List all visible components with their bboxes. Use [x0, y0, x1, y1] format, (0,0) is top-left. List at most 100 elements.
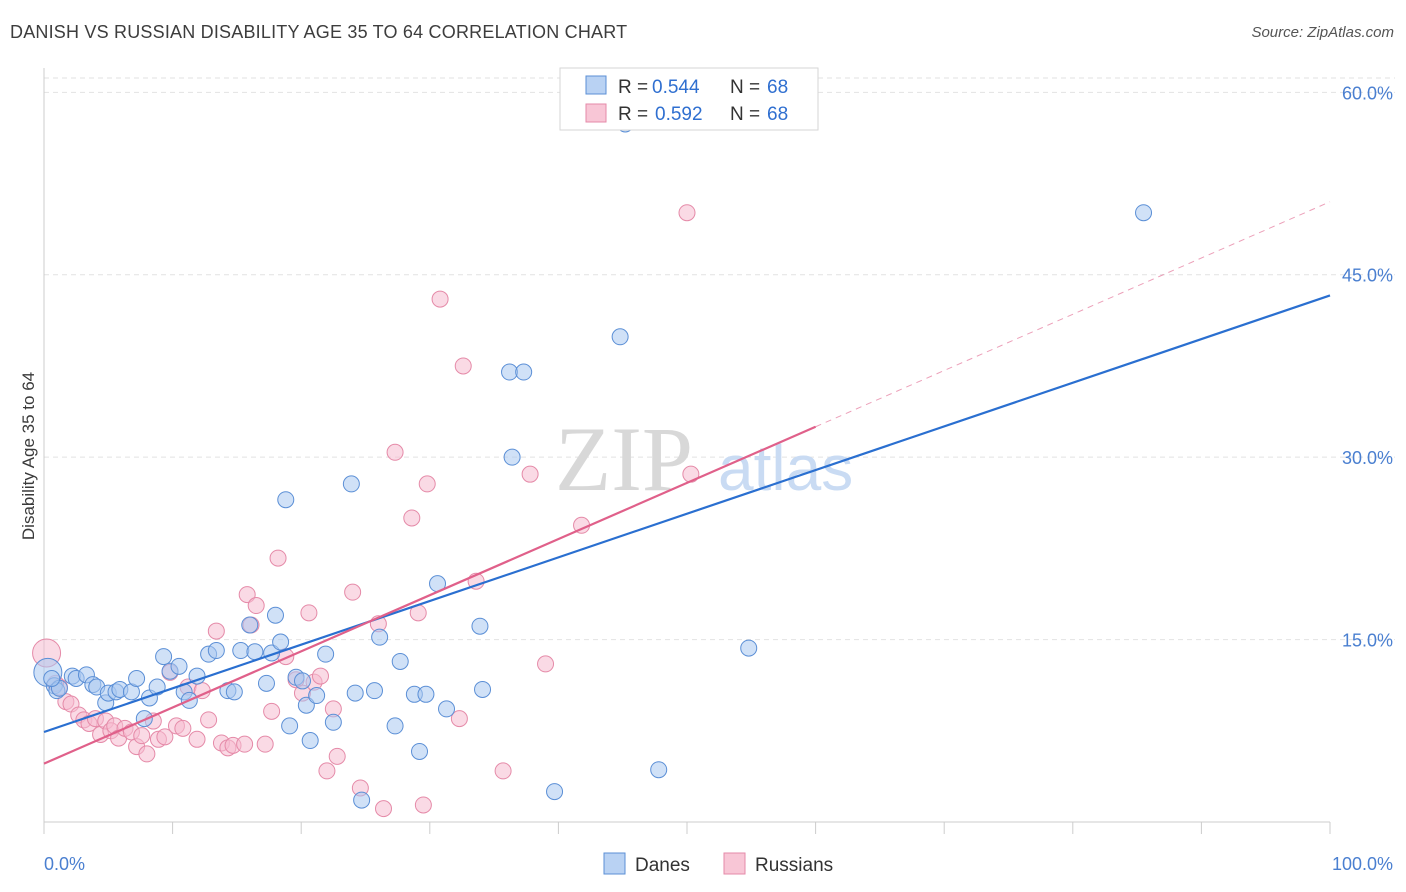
- russians-point: [375, 800, 393, 818]
- danes-point: [155, 648, 173, 666]
- x-tick-label: 100.0%: [1332, 854, 1393, 874]
- russians-point: [156, 728, 174, 746]
- legend-r-value-russians: 0.592: [655, 104, 703, 125]
- danes-point: [135, 710, 153, 728]
- legend-n-value-russians: 68: [767, 104, 788, 125]
- russians-point: [238, 586, 256, 604]
- danes-point: [232, 642, 250, 660]
- chart-title: DANISH VS RUSSIAN DISABILITY AGE 35 TO 6…: [10, 22, 628, 42]
- danes-point: [611, 328, 629, 346]
- russians-point: [269, 549, 287, 567]
- danes-point: [317, 645, 335, 663]
- y-tick-label: 30.0%: [1342, 448, 1393, 468]
- danes-point: [241, 616, 259, 634]
- russians-point: [188, 730, 206, 748]
- y-axis-label: Disability Age 35 to 64: [19, 372, 38, 540]
- danes-point: [297, 696, 315, 714]
- danes-point: [515, 363, 533, 381]
- russians-point: [450, 710, 468, 728]
- axes: [43, 68, 1330, 823]
- legend: R = 0.544 N = 68 R = 0.592 N = 68: [559, 67, 819, 131]
- russians-point: [311, 667, 329, 685]
- danes-point: [546, 783, 564, 801]
- legend-n-value-danes: 68: [767, 77, 788, 98]
- danes-point: [417, 685, 435, 703]
- danes-point: [503, 448, 521, 466]
- bottom-legend: Danes Russians: [603, 852, 833, 876]
- russians-point: [403, 509, 421, 527]
- trend-lines: [43, 201, 1331, 765]
- danes-point: [188, 667, 206, 685]
- danes-point: [474, 680, 492, 698]
- russians-point: [344, 583, 362, 601]
- danes-trend-line: [43, 294, 1331, 734]
- danes-point: [386, 717, 404, 735]
- danes-point: [650, 761, 668, 779]
- danes-point: [246, 643, 264, 661]
- bottom-legend-swatch-danes: [603, 852, 626, 875]
- russians-point: [418, 475, 436, 493]
- chart-source: Source: ZipAtlas.com: [1251, 24, 1394, 41]
- watermark: ZIP atlas: [555, 408, 853, 510]
- bottom-legend-label-danes: Danes: [635, 855, 690, 876]
- russians-point: [431, 290, 449, 308]
- danes-point: [501, 363, 519, 381]
- russians-point: [263, 702, 281, 720]
- russians-trend-line: [43, 425, 817, 765]
- russians-point: [256, 735, 274, 753]
- russians-point: [414, 796, 432, 814]
- watermark-atlas: atlas: [718, 432, 853, 504]
- legend-r-label-danes: R =: [618, 77, 648, 98]
- russians-point: [494, 762, 512, 780]
- danes-point: [308, 687, 326, 705]
- scatter-points: [32, 115, 1153, 818]
- danes-point: [207, 642, 225, 660]
- russians-point: [174, 719, 192, 737]
- russians-point: [207, 622, 225, 640]
- danes-point: [266, 606, 284, 624]
- danes-point: [301, 732, 319, 750]
- russians-point: [247, 597, 265, 615]
- danes-point: [391, 652, 409, 670]
- russians-point: [138, 745, 156, 763]
- bottom-legend-label-russians: Russians: [755, 855, 833, 876]
- russians-point: [386, 443, 404, 461]
- danes-point: [353, 791, 371, 809]
- danes-point: [272, 633, 290, 651]
- russians-point: [318, 762, 336, 780]
- russians-trend-extension: [815, 201, 1331, 428]
- russians-point: [133, 727, 151, 745]
- y-tick-label: 60.0%: [1342, 83, 1393, 103]
- danes-point: [371, 628, 389, 646]
- russians-point: [537, 655, 555, 673]
- tick-labels: 15.0% 30.0% 45.0% 60.0% 0.0% 100.0%: [44, 83, 1393, 874]
- danes-point: [438, 700, 456, 718]
- y-tick-label: 45.0%: [1342, 266, 1393, 286]
- x-tick-label: 0.0%: [44, 854, 85, 874]
- watermark-zip: ZIP: [555, 408, 693, 510]
- legend-swatch-danes: [585, 75, 607, 95]
- russians-point: [328, 747, 346, 765]
- bottom-legend-swatch-russians: [723, 852, 746, 875]
- danes-point: [128, 669, 146, 687]
- russians-point: [236, 735, 254, 753]
- danes-point: [471, 617, 489, 635]
- danes-point: [346, 684, 364, 702]
- danes-point: [43, 669, 61, 687]
- russians-point: [200, 711, 218, 729]
- legend-swatch-russians: [585, 103, 607, 123]
- legend-r-value-danes: 0.544: [652, 77, 700, 98]
- legend-n-label-danes: N =: [730, 77, 760, 98]
- danes-point: [293, 672, 311, 690]
- legend-r-label-russians: R =: [618, 104, 648, 125]
- danes-point: [324, 713, 342, 731]
- danes-point: [281, 717, 299, 735]
- danes-point: [170, 657, 188, 675]
- danes-point: [740, 639, 758, 657]
- danes-point: [257, 674, 275, 692]
- danes-point: [148, 678, 166, 696]
- danes-point: [366, 682, 384, 700]
- danes-point: [411, 742, 429, 760]
- russians-point: [454, 357, 472, 375]
